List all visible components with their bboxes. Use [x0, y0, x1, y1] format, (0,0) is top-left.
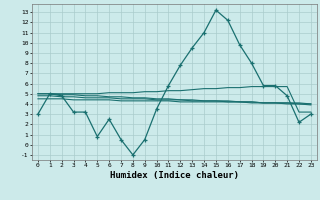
X-axis label: Humidex (Indice chaleur): Humidex (Indice chaleur): [110, 171, 239, 180]
